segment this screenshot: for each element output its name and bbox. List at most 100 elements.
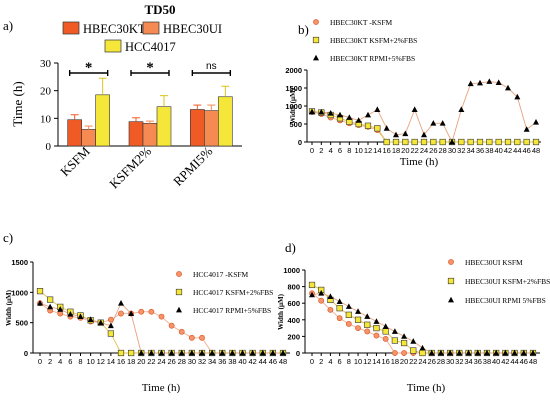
legend-label: HCC4017 <box>125 40 176 54</box>
x-tick-label: 18 <box>127 357 135 366</box>
x-tick-label: 26 <box>167 357 175 366</box>
legend-label: HBEC30UI KSFM+2%FBS <box>465 277 550 286</box>
data-point <box>514 93 521 100</box>
y-tick-label: 0 <box>298 138 302 147</box>
x-tick-label: 44 <box>259 357 267 366</box>
series-line <box>39 290 283 354</box>
data-point <box>259 349 266 356</box>
figure-title: TD50 <box>144 2 175 17</box>
data-point <box>354 316 362 323</box>
y-tick-label: 2000 <box>285 66 302 75</box>
x-axis-label: Time (h) <box>142 382 181 394</box>
x-tick-label: 16 <box>382 146 390 155</box>
panel-a-x-tick-label: KSFM <box>57 143 93 179</box>
data-point <box>447 349 454 356</box>
data-point <box>533 119 539 125</box>
legend-label: HBEC30UI <box>163 22 222 36</box>
data-point <box>47 296 54 303</box>
panel-a-x-tick-label: KSFM2% <box>106 143 154 191</box>
data-point <box>373 318 380 324</box>
legend-label: HCC4017 KSFM+2%FBS <box>193 288 273 297</box>
data-point <box>37 300 43 306</box>
data-point <box>532 138 540 146</box>
x-tick-label: 20 <box>400 357 408 366</box>
x-tick-label: 46 <box>522 146 530 155</box>
data-point <box>107 330 114 337</box>
data-point <box>209 349 216 356</box>
data-point <box>77 313 84 319</box>
legend-label: HBEC30KT -KSFM <box>330 18 392 27</box>
legend-label: HBEC30UI KSFM <box>465 258 523 267</box>
data-point <box>355 325 361 331</box>
data-point <box>118 300 124 306</box>
data-point <box>449 138 455 145</box>
data-point <box>107 316 114 323</box>
x-tick-label: 6 <box>338 357 342 366</box>
legend-label: HBEC30KT <box>83 22 146 36</box>
panel-a-x-tick-label: RPMI5% <box>170 143 215 188</box>
data-point <box>383 125 390 131</box>
data-point <box>239 349 246 356</box>
x-tick-label: 24 <box>418 357 426 366</box>
x-tick-label: 20 <box>401 146 409 155</box>
x-tick-label: 32 <box>198 357 206 366</box>
panel-a-legend: HBEC30KT HBEC30UI HCC4017 <box>62 21 222 54</box>
y-tick-label: 0 <box>24 349 28 358</box>
x-tick-label: 2 <box>319 146 323 155</box>
data-point <box>411 138 418 146</box>
x-tick-label: 16 <box>117 357 125 366</box>
legend-label: HBEC30UI RPMI 5%FBS <box>465 296 546 305</box>
data-point <box>393 131 399 138</box>
data-point <box>280 349 286 356</box>
x-tick-label: 18 <box>391 357 399 366</box>
y-axis-label: Width (µM) <box>289 87 297 124</box>
data-point <box>337 111 343 118</box>
data-point <box>67 310 74 317</box>
data-point <box>128 349 135 357</box>
x-tick-label: 28 <box>178 357 186 366</box>
x-tick-label: 38 <box>228 357 236 366</box>
x-tick-label: 14 <box>372 357 380 366</box>
data-point <box>346 114 353 120</box>
data-point <box>511 349 518 356</box>
legend-marker <box>313 19 319 25</box>
data-point <box>421 131 427 138</box>
data-point <box>410 338 417 344</box>
data-point <box>117 349 125 357</box>
x-tick-label: 40 <box>238 357 246 366</box>
panel-a-y-tick-label: 10 <box>40 113 52 125</box>
bar <box>81 129 96 147</box>
x-tick-label: 0 <box>310 357 314 366</box>
y-axis-label: Width (µM) <box>5 289 13 326</box>
data-point <box>458 106 465 112</box>
data-point <box>36 288 44 295</box>
data-point <box>476 138 484 146</box>
data-point <box>391 328 398 334</box>
data-point <box>158 313 165 320</box>
data-point <box>57 306 64 312</box>
data-point <box>458 138 465 146</box>
x-tick-label: 28 <box>438 146 446 155</box>
data-point <box>474 349 481 356</box>
data-point <box>465 349 472 356</box>
legend-label: HBEC30KT KSFM+2%FBS <box>330 36 417 45</box>
legend-label: HBEC30KT RPMI+5%FBS <box>330 54 415 63</box>
panel-a-label: a) <box>3 18 13 33</box>
x-tick-label: 10 <box>354 146 362 155</box>
x-tick-label: 36 <box>476 146 484 155</box>
x-tick-label: 18 <box>392 146 400 155</box>
x-tick-label: 34 <box>464 357 472 366</box>
x-tick-label: 38 <box>485 146 493 155</box>
data-point <box>309 108 315 115</box>
data-point <box>87 316 94 323</box>
data-point <box>467 138 474 146</box>
data-point <box>382 328 389 335</box>
x-tick-label: 26 <box>429 146 437 155</box>
panel-b-label: b) <box>298 22 309 37</box>
data-point <box>269 349 276 356</box>
data-point <box>138 308 145 315</box>
x-tick-label: 36 <box>218 357 226 366</box>
data-point <box>318 297 325 304</box>
data-point <box>188 349 195 356</box>
